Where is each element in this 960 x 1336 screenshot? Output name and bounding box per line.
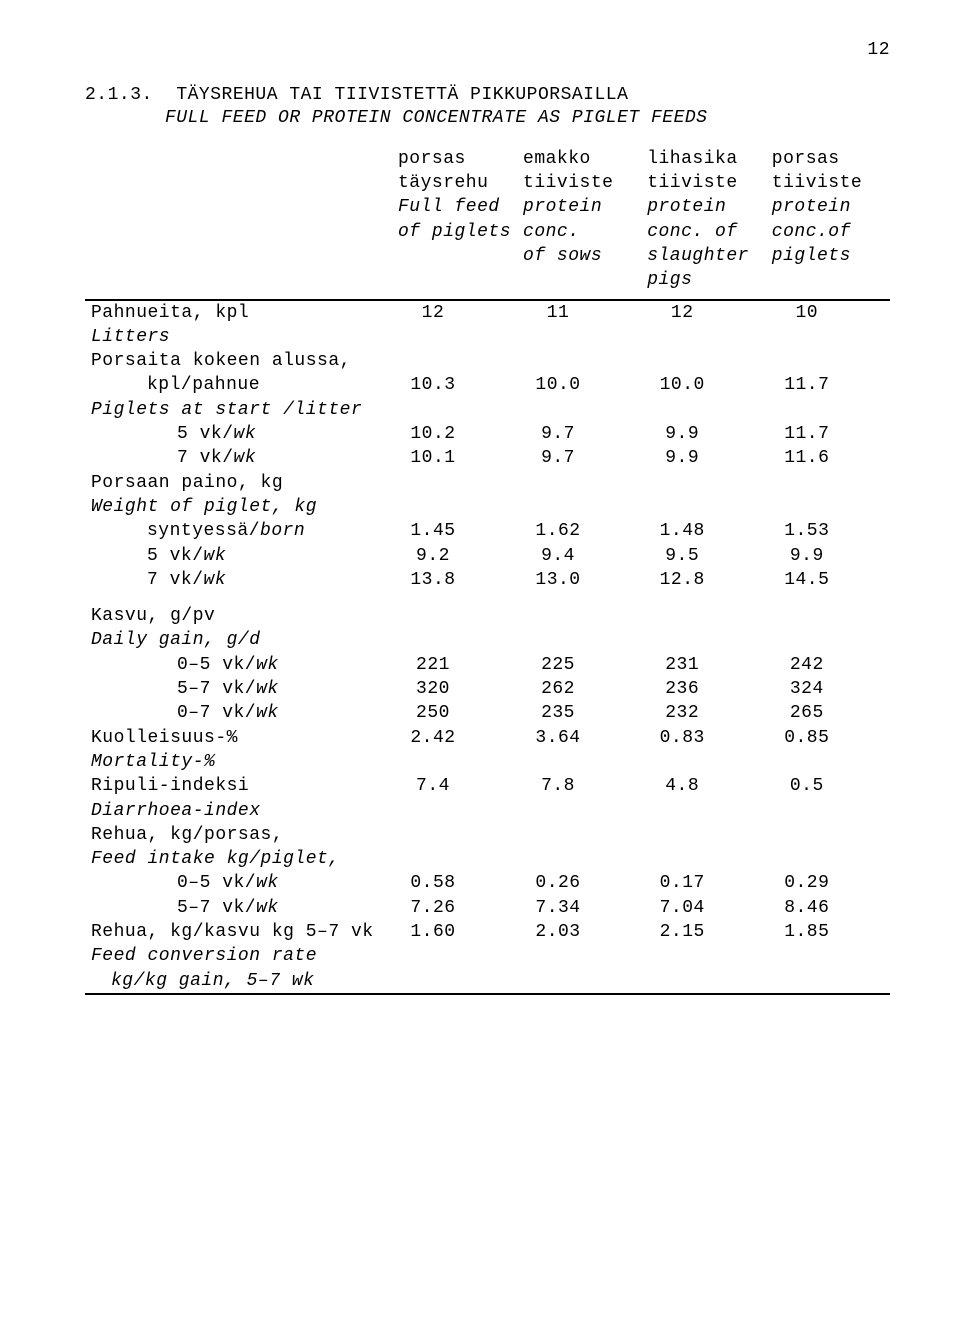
table-row: Porsaita kokeen alussa,	[85, 349, 890, 373]
section-title: 2.1.3. TÄYSREHUA TAI TIIVISTETTÄ PIKKUPO…	[85, 84, 890, 131]
table-row: kpl/pahnue 10.3 10.0 10.0 11.7	[85, 373, 890, 397]
col-4-header: porsas tiiviste protein conc.of piglets	[766, 141, 890, 300]
table-row: 0–7 vk/wk 250 235 232 265	[85, 701, 890, 725]
table-row: Rehua, kg/kasvu kg 5–7 vk 1.60 2.03 2.15…	[85, 920, 890, 944]
data-table: porsas täysrehu Full feed of piglets ema…	[85, 141, 890, 995]
table-row: 5 vk/wk 10.2 9.7 9.9 11.7	[85, 422, 890, 446]
table-row: Diarrhoea-index	[85, 799, 890, 823]
table-row: 7 vk/wk 10.1 9.7 9.9 11.6	[85, 446, 890, 470]
page-number: 12	[867, 40, 890, 60]
col-2-header: emakko tiiviste protein conc. of sows	[517, 141, 641, 300]
table-row: Feed intake kg/piglet,	[85, 847, 890, 871]
col-1-header: porsas täysrehu Full feed of piglets	[392, 141, 517, 300]
table-row: syntyessä/born 1.45 1.62 1.48 1.53	[85, 519, 890, 543]
table-row: 0–5 vk/wk 0.58 0.26 0.17 0.29	[85, 871, 890, 895]
table-row: 7 vk/wk 13.8 13.0 12.8 14.5	[85, 568, 890, 592]
table-row: Ripuli-indeksi 7.4 7.8 4.8 0.5	[85, 774, 890, 798]
table-row: Weight of piglet, kg	[85, 495, 890, 519]
table-row: Kasvu, g/pv	[85, 604, 890, 628]
table-row: Pahnueita, kpl 12 11 12 10	[85, 301, 890, 325]
table-row: kg/kg gain, 5–7 wk	[85, 969, 890, 994]
table-row: 5 vk/wk 9.2 9.4 9.5 9.9	[85, 544, 890, 568]
title-english: FULL FEED OR PROTEIN CONCENTRATE AS PIGL…	[165, 107, 890, 130]
table-header-row: porsas täysrehu Full feed of piglets ema…	[85, 141, 890, 300]
table-row: 5–7 vk/wk 320 262 236 324	[85, 677, 890, 701]
table-row: Kuolleisuus-% 2.42 3.64 0.83 0.85	[85, 726, 890, 750]
table-row: Porsaan paino, kg	[85, 471, 890, 495]
section-number: 2.1.3.	[85, 84, 165, 107]
col-3-header: lihasika tiiviste protein conc. of slaug…	[641, 141, 766, 300]
title-finnish: TÄYSREHUA TAI TIIVISTETTÄ PIKKUPORSAILLA	[176, 84, 628, 107]
table-row: 0–5 vk/wk 221 225 231 242	[85, 653, 890, 677]
table-row: Piglets at start /litter	[85, 398, 890, 422]
document-page: 12 2.1.3. TÄYSREHUA TAI TIIVISTETTÄ PIKK…	[0, 0, 960, 1055]
rule-bottom	[85, 994, 890, 995]
table-row: Daily gain, g/d	[85, 628, 890, 652]
table-row: Litters	[85, 325, 890, 349]
table-row: Feed conversion rate	[85, 944, 890, 968]
table-row: Rehua, kg/porsas,	[85, 823, 890, 847]
table-row: 5–7 vk/wk 7.26 7.34 7.04 8.46	[85, 896, 890, 920]
table-row: Mortality-%	[85, 750, 890, 774]
